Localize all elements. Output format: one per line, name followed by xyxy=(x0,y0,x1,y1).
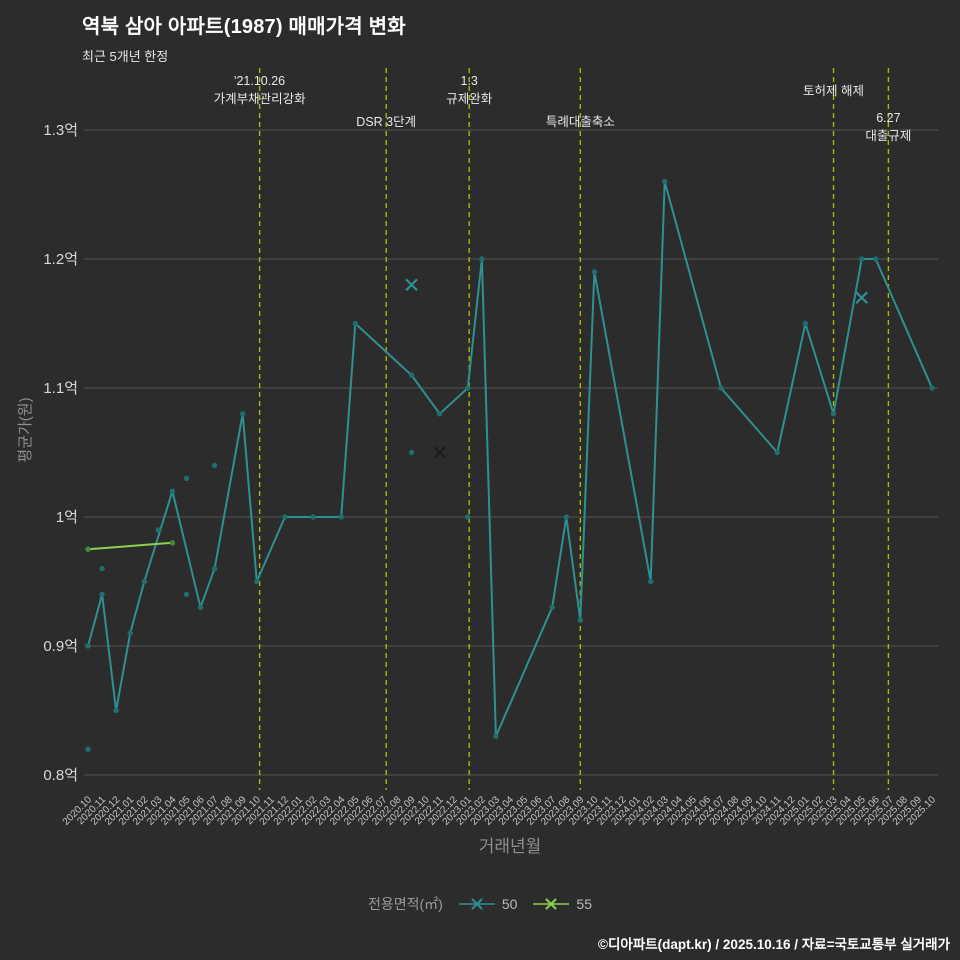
series-55-line xyxy=(87,541,173,551)
series-50-point xyxy=(310,514,316,520)
series-50-point xyxy=(549,604,555,610)
series-50-point xyxy=(591,269,598,275)
chart-subtitle: 최근 5개년 한정 xyxy=(82,49,169,64)
series-50-point xyxy=(718,385,724,391)
y-tick-label: 1.2억 xyxy=(43,251,78,268)
scatter-point xyxy=(85,746,91,752)
scatter-point xyxy=(155,527,162,533)
scatter-point xyxy=(465,514,471,520)
legend-title: 전용면적(㎡) xyxy=(367,896,443,912)
y-axis-title: 평균가(원) xyxy=(17,397,34,462)
legend-x-marker-55-icon xyxy=(545,898,558,910)
x-marker xyxy=(433,446,446,459)
series-50-point xyxy=(647,578,654,585)
event-label: 토허제 해제 xyxy=(803,84,864,98)
series-50-point xyxy=(408,372,415,378)
y-tick-label: 1.3억 xyxy=(43,122,78,139)
legend-item-55-label: 55 xyxy=(576,896,592,912)
series-50-point xyxy=(352,320,358,327)
series-50-point xyxy=(929,385,935,391)
legend-x-marker-50-icon xyxy=(471,898,483,910)
series-50-point xyxy=(802,320,809,327)
scatter-point xyxy=(183,475,190,481)
y-tick-label: 1.1억 xyxy=(43,380,78,397)
series-50-point xyxy=(240,411,246,417)
chart-header: 역북 삼아 아파트(1987) 매매가격 변화 최근 5개년 한정 xyxy=(82,10,406,65)
series-50-point xyxy=(113,707,119,714)
series-50-point xyxy=(141,578,147,585)
series-50-point xyxy=(254,578,260,585)
x-marker xyxy=(855,291,868,304)
series-50-point xyxy=(858,256,865,262)
series-50-point xyxy=(873,256,879,262)
event-label: 6.27 xyxy=(876,111,900,125)
series-50-point xyxy=(436,411,443,417)
scatter-point xyxy=(99,565,105,572)
legend-symbol-55-icon xyxy=(533,898,570,910)
series-55-point xyxy=(169,540,176,546)
credit-line: ©디아파트(dapt.kr) / 2025.10.16 / 자료=국토교통부 실… xyxy=(598,937,950,952)
series-50-point xyxy=(99,591,105,598)
legend-item-50-label: 50 xyxy=(501,896,518,912)
series-50-point xyxy=(197,604,204,610)
legend-item-55: 55 xyxy=(533,896,592,912)
event-label: 대출규제 xyxy=(865,129,911,143)
event-label: 특례대출축소 xyxy=(546,115,615,129)
event-label: DSR 3단계 xyxy=(356,115,416,129)
series-50-point xyxy=(465,385,471,391)
series-50-point xyxy=(211,565,218,572)
scatter-point xyxy=(211,462,218,469)
y-tick-label: 0.8억 xyxy=(43,767,78,784)
scatter-point xyxy=(408,449,415,456)
legend: 전용면적(㎡) 50 55 xyxy=(0,894,960,914)
series-50-point xyxy=(662,178,668,185)
y-tick-label: 1억 xyxy=(56,509,78,526)
event-label: '21.10.26 xyxy=(234,74,285,88)
event-label: 규제완화 xyxy=(446,92,493,106)
series-50-point xyxy=(563,514,569,520)
series-50-point xyxy=(479,256,485,262)
legend-item-50: 50 xyxy=(458,896,518,912)
series-50-point xyxy=(830,411,837,417)
event-label: 1.3 xyxy=(461,74,478,88)
series-50-line xyxy=(87,180,933,738)
scatter-point xyxy=(183,591,190,598)
legend-symbol-50-icon xyxy=(458,898,495,910)
series-50-point xyxy=(338,514,344,520)
series-50-point xyxy=(127,630,133,636)
series-50-point xyxy=(85,643,91,649)
series-50-point xyxy=(493,733,499,739)
series-50-point xyxy=(282,514,288,520)
page-title: 역북 삼아 아파트(1987) 매매가격 변화 xyxy=(82,16,406,38)
series-50-point xyxy=(577,617,584,623)
x-axis-title: 거래년월 xyxy=(479,837,542,856)
series-50-point xyxy=(774,449,780,456)
x-marker xyxy=(405,278,418,292)
series-55-point xyxy=(85,546,91,552)
y-tick-label: 0.9억 xyxy=(43,638,78,655)
event-label: 가계부채관리강화 xyxy=(214,92,307,106)
series-50-point xyxy=(169,488,176,494)
